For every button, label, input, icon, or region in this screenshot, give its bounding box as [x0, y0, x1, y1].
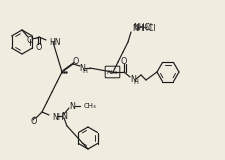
- Text: NH: NH: [131, 24, 143, 32]
- Text: N: N: [79, 64, 85, 72]
- Text: N: N: [69, 101, 75, 111]
- Text: CH₃: CH₃: [84, 103, 96, 109]
- Text: H: H: [82, 68, 87, 74]
- Text: ·HCl: ·HCl: [139, 24, 155, 32]
- Text: NH: NH: [52, 112, 63, 121]
- Text: HN: HN: [49, 37, 60, 47]
- Text: NHCl: NHCl: [132, 23, 151, 32]
- Text: O: O: [72, 56, 79, 65]
- Text: O: O: [31, 116, 37, 125]
- Text: N: N: [129, 75, 135, 84]
- Text: H: H: [133, 79, 137, 85]
- Text: N: N: [61, 112, 67, 120]
- FancyBboxPatch shape: [105, 66, 119, 78]
- Text: O: O: [120, 56, 127, 65]
- Text: Abs: Abs: [107, 69, 118, 75]
- Text: O: O: [27, 36, 33, 44]
- Text: O: O: [36, 43, 42, 52]
